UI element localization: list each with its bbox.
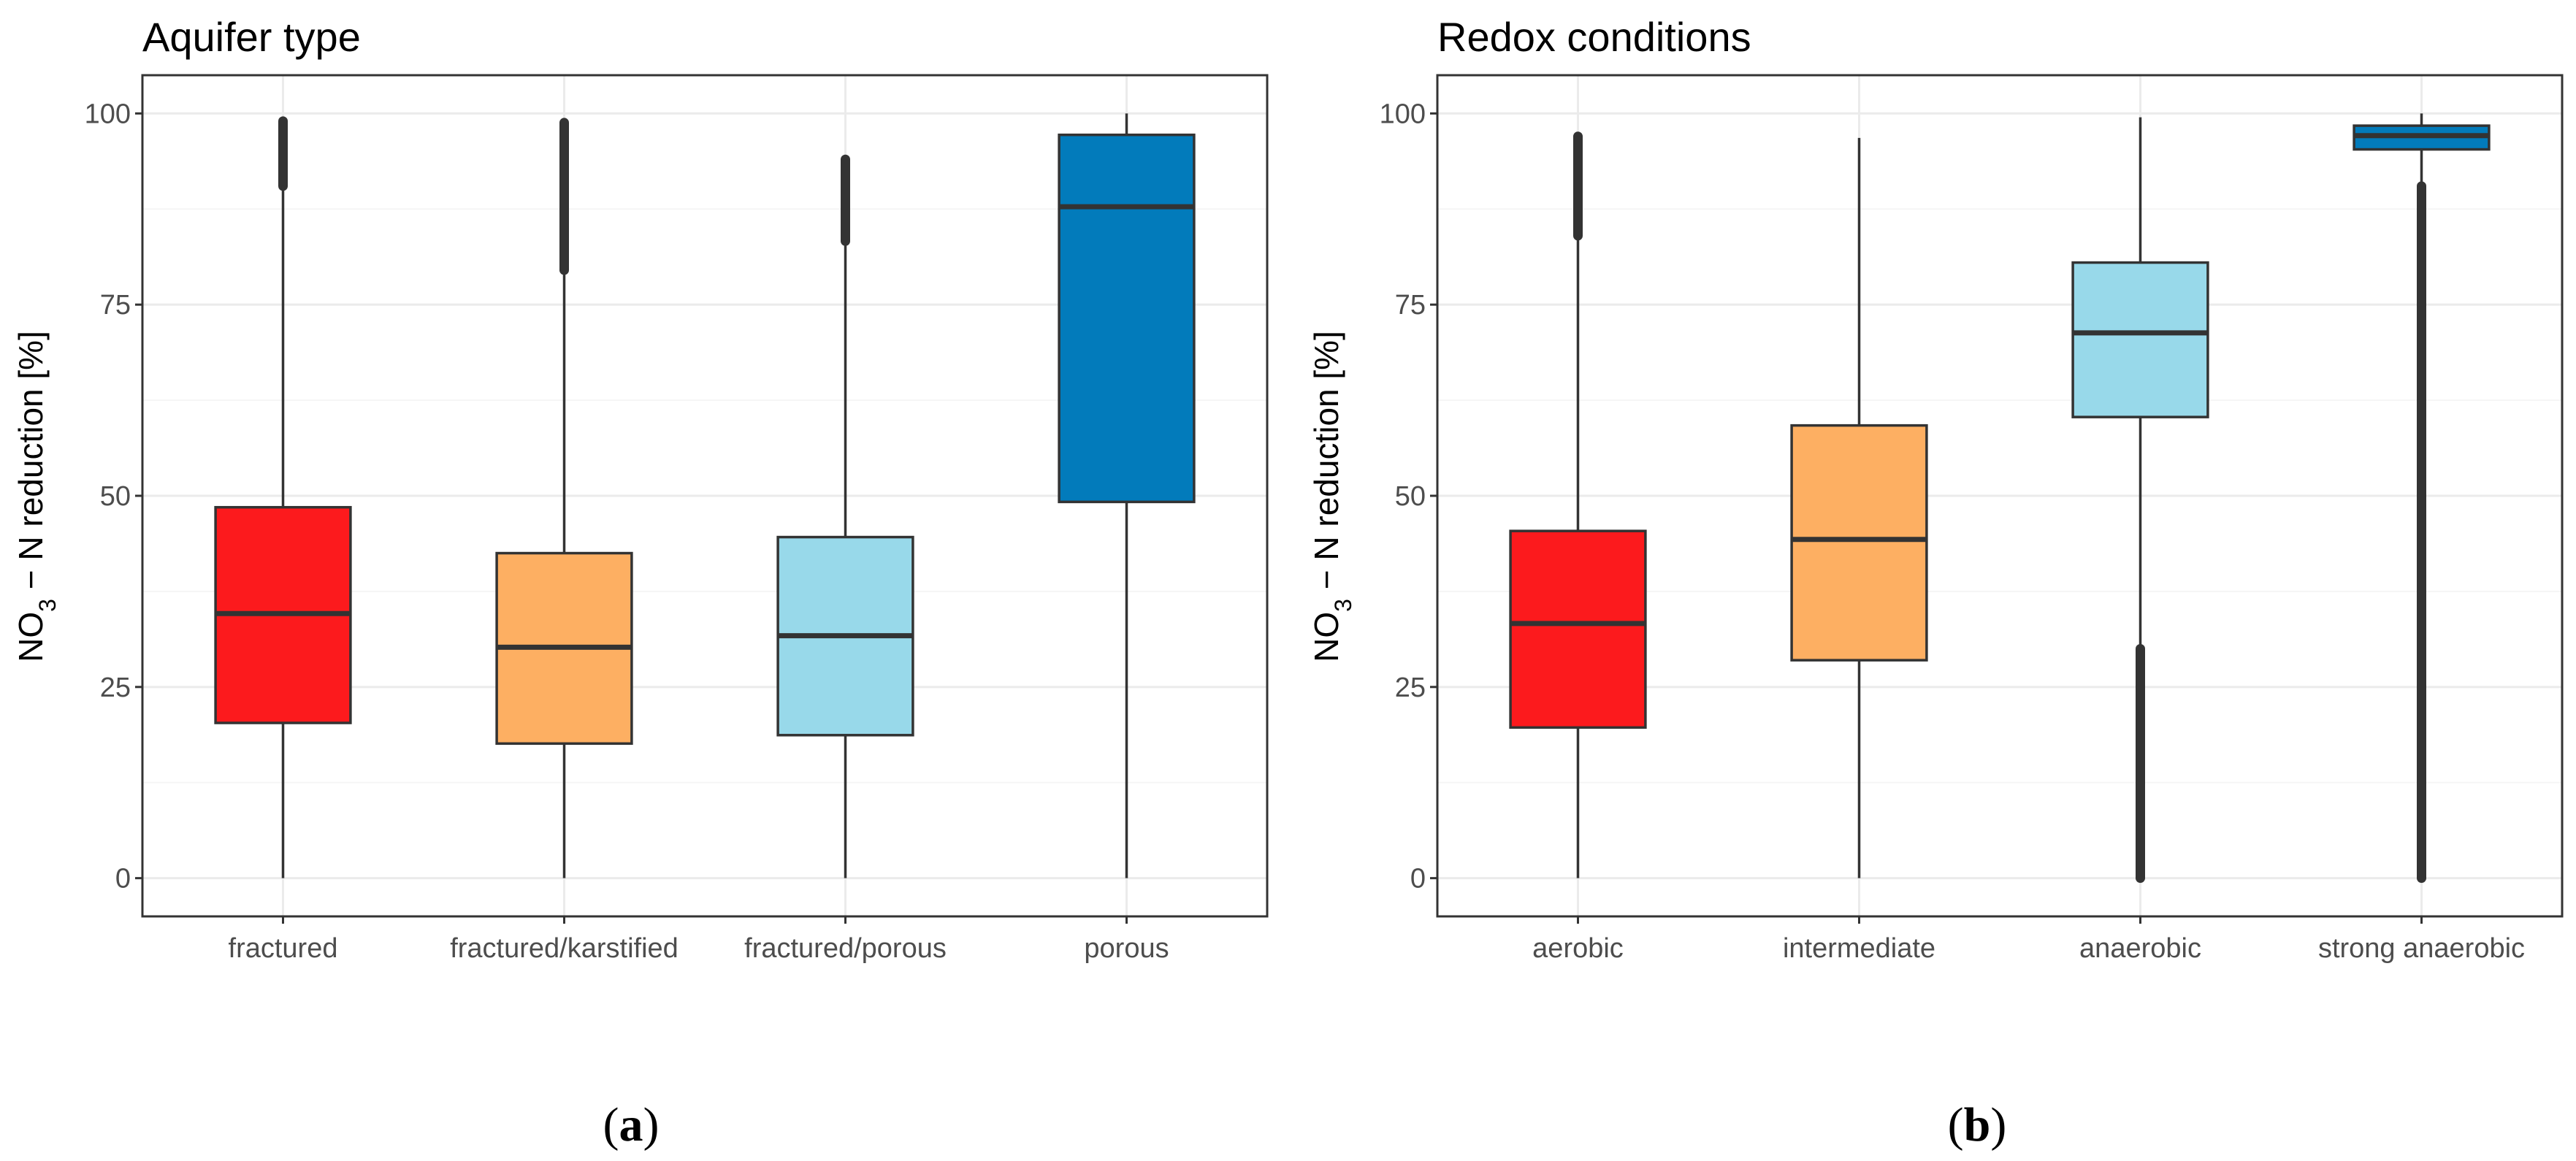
y-tick-label: 75 bbox=[100, 290, 131, 321]
y-tick-label: 50 bbox=[1395, 481, 1426, 512]
plot-area-redox: 0 25 50 75 100 aerobic intermediate anaerobic st… bbox=[1380, 74, 2564, 964]
y-title-base: NO bbox=[12, 612, 50, 662]
caption-a-close: ) bbox=[643, 1098, 660, 1152]
panel-title-redox: Redox conditions bbox=[1437, 14, 1751, 60]
box-fractured-porous bbox=[776, 154, 914, 878]
y-tick-label: 25 bbox=[1395, 673, 1426, 703]
x-tick-label: fractured bbox=[229, 933, 338, 964]
y-tick-label: 50 bbox=[100, 481, 131, 512]
caption-a-letter: a bbox=[619, 1098, 643, 1152]
caption-a: (a) bbox=[603, 1098, 660, 1152]
caption-a-open: ( bbox=[603, 1098, 619, 1152]
panel-aquifer-type: Aquifer type 0 25 50 75 100 fractured fracture… bbox=[12, 14, 1269, 964]
y-title-base: NO bbox=[1307, 612, 1345, 662]
x-tick-label: porous bbox=[1084, 933, 1169, 964]
x-tick-label: fractured/porous bbox=[744, 933, 947, 964]
x-tick-label: fractured/karstified bbox=[450, 933, 679, 964]
caption-b-letter: b bbox=[1964, 1098, 1991, 1152]
y-tick-label: 25 bbox=[100, 673, 131, 703]
y-tick-label: 0 bbox=[1410, 864, 1426, 894]
panel-redox-conditions: Redox conditions 0 25 50 75 100 aerobic interm… bbox=[1307, 14, 2564, 964]
y-tick-label: 100 bbox=[1380, 99, 1426, 129]
caption-b-open: ( bbox=[1948, 1098, 1964, 1152]
caption-b-close: ) bbox=[1990, 1098, 2006, 1152]
box-porous bbox=[1058, 113, 1196, 878]
caption-b: (b) bbox=[1948, 1098, 2007, 1152]
x-tick-label: aerobic bbox=[1532, 933, 1624, 964]
box-intermediate bbox=[1790, 137, 1928, 878]
y-tick-label: 0 bbox=[115, 864, 131, 894]
y-axis-title-aquifer: NO3 − N reduction [%] bbox=[12, 331, 61, 662]
box-iqr bbox=[2071, 261, 2209, 418]
box-fractured-karstified bbox=[495, 118, 633, 878]
box-fractured bbox=[214, 116, 352, 878]
y-title-rest: − N reduction [%] bbox=[12, 331, 50, 599]
x-tick-label: strong anaerobic bbox=[2318, 933, 2525, 964]
y-title-subscript: 3 bbox=[34, 599, 61, 612]
y-tick-label: 100 bbox=[85, 99, 131, 129]
y-title-subscript: 3 bbox=[1330, 599, 1356, 612]
x-tick-label: anaerobic bbox=[2079, 933, 2201, 964]
x-tick-label: intermediate bbox=[1783, 933, 1935, 964]
y-title-rest: − N reduction [%] bbox=[1307, 331, 1345, 599]
plot-area-aquifer: 0 25 50 75 100 fractured fractured/karstified f… bbox=[85, 74, 1269, 964]
panel-title-aquifer: Aquifer type bbox=[142, 14, 361, 60]
y-tick-label: 75 bbox=[1395, 290, 1426, 321]
box-aerobic bbox=[1509, 131, 1647, 878]
box-anaerobic bbox=[2071, 117, 2209, 884]
y-axis-title-redox: NO3 − N reduction [%] bbox=[1307, 331, 1356, 662]
box-strong-anaerobic bbox=[2353, 113, 2491, 884]
box-iqr bbox=[1058, 133, 1196, 504]
box-iqr bbox=[1509, 529, 1647, 729]
box-iqr bbox=[1790, 424, 1928, 662]
